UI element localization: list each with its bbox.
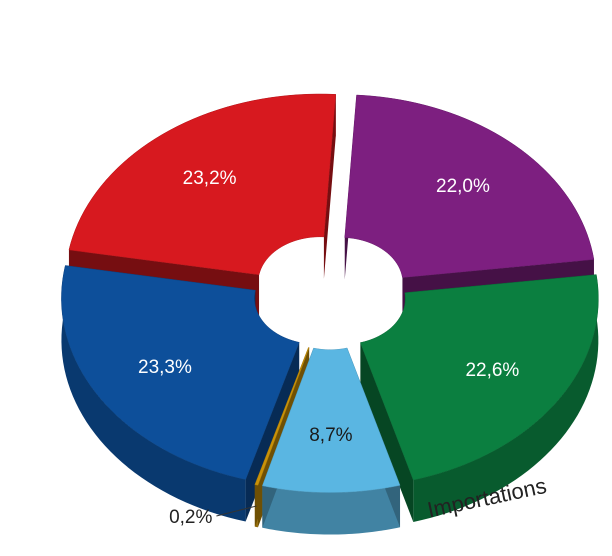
value-label: 22,6% [465, 360, 519, 381]
value-label: 23,2% [183, 168, 237, 189]
value-label: 8,7% [309, 425, 352, 446]
value-label: 22,0% [436, 176, 490, 197]
slices: 23,2% 22,0% 23,3% 22,6% 0,2% 8,7% [61, 94, 598, 535]
value-label: 0,2% [169, 507, 212, 528]
chart: 23,2%22,0%23,3%22,6%0,2%8,7% Importation… [0, 0, 612, 556]
value-label: 23,3% [138, 357, 192, 378]
